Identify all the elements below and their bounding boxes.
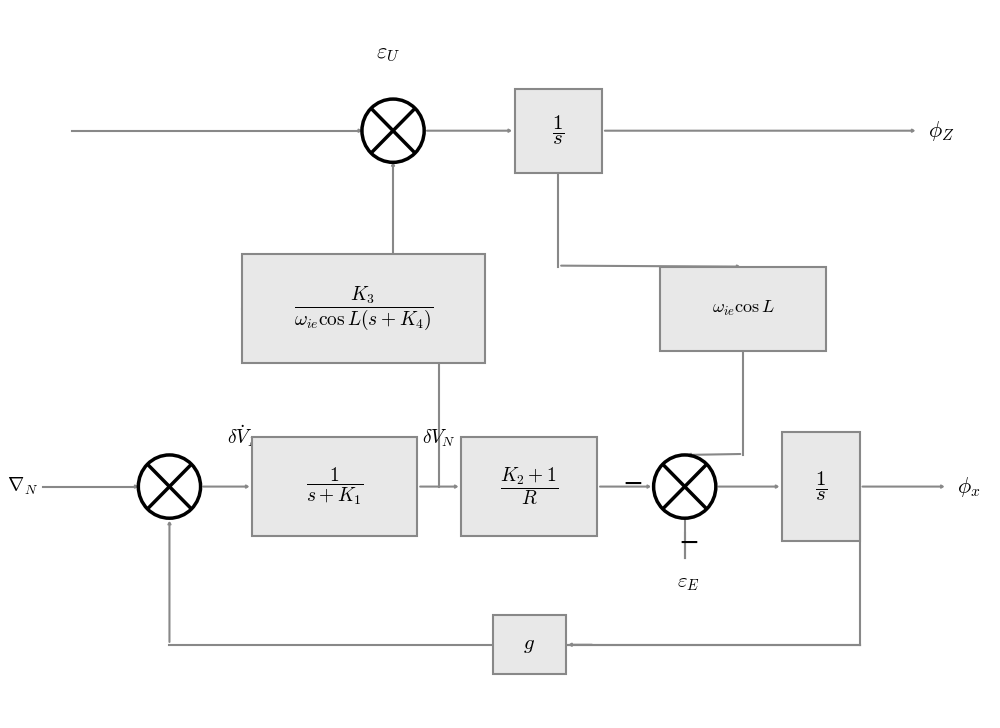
Text: $-$: $-$: [622, 470, 642, 494]
Text: $\dfrac{1}{s+K_1}$: $\dfrac{1}{s+K_1}$: [306, 466, 364, 507]
Text: $\phi_Z$: $\phi_Z$: [928, 119, 954, 143]
Text: $\nabla_N$: $\nabla_N$: [7, 476, 38, 497]
Text: $\dfrac{1}{s}$: $\dfrac{1}{s}$: [552, 114, 565, 148]
FancyBboxPatch shape: [242, 254, 485, 363]
FancyBboxPatch shape: [515, 89, 602, 173]
FancyBboxPatch shape: [782, 432, 860, 541]
FancyBboxPatch shape: [493, 615, 566, 674]
Text: $-$: $-$: [678, 530, 699, 554]
FancyBboxPatch shape: [461, 437, 597, 536]
Text: $\delta V_N$: $\delta V_N$: [422, 428, 456, 449]
FancyBboxPatch shape: [660, 266, 826, 351]
Text: $\phi_x$: $\phi_x$: [957, 475, 980, 499]
Text: $\dfrac{K_2+1}{R}$: $\dfrac{K_2+1}{R}$: [500, 466, 558, 507]
Text: $g$: $g$: [523, 635, 535, 654]
Text: $\delta\dot{V}_N$: $\delta\dot{V}_N$: [227, 423, 262, 449]
Text: $\dfrac{1}{s}$: $\dfrac{1}{s}$: [815, 470, 827, 503]
Text: $\dfrac{K_3}{\omega_{ie}\cos L(s+K_4)}$: $\dfrac{K_3}{\omega_{ie}\cos L(s+K_4)}$: [294, 285, 433, 333]
FancyBboxPatch shape: [252, 437, 417, 536]
Text: $\varepsilon_U$: $\varepsilon_U$: [376, 44, 400, 65]
Text: $\varepsilon_E$: $\varepsilon_E$: [677, 573, 700, 593]
Text: $\omega_{ie}\cos L$: $\omega_{ie}\cos L$: [712, 299, 775, 318]
